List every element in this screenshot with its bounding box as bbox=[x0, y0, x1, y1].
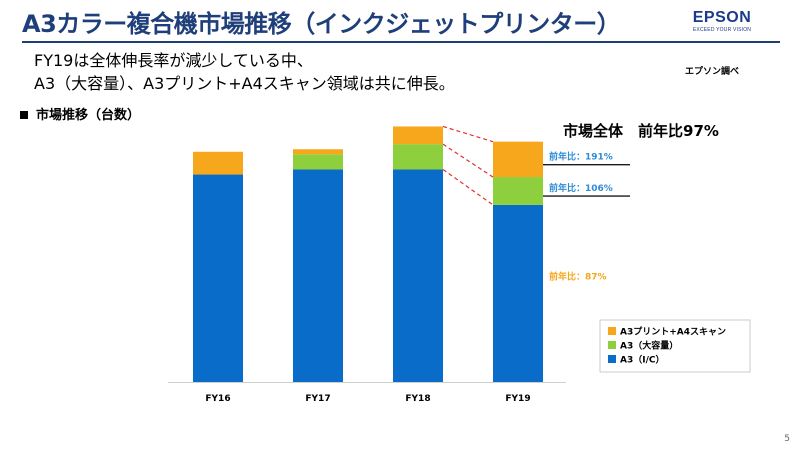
market-total-label: 市場全体 前年比97% bbox=[563, 122, 719, 140]
annotation-series-1: 前年比：87% bbox=[549, 270, 607, 282]
page-number: 5 bbox=[784, 434, 790, 444]
x-tick-label-fy18: FY18 bbox=[405, 394, 430, 404]
legend-label-series-2: A3（大容量） bbox=[620, 340, 678, 352]
bar-fy18-series-3 bbox=[393, 126, 443, 145]
legend-label-series-1: A3（I/C） bbox=[620, 355, 664, 366]
subtitle: FY19は全体伸長率が減少している中、 A3（大容量）、A3プリント+A4スキャ… bbox=[34, 49, 455, 95]
section-label: 市場推移（台数） bbox=[36, 108, 141, 123]
x-tick-label-fy19: FY19 bbox=[505, 394, 530, 404]
bar-fy17-series-1 bbox=[293, 169, 343, 382]
legend-swatch-series-3 bbox=[608, 327, 616, 335]
bar-fy19-series-3 bbox=[493, 141, 543, 178]
legend-swatch-series-2 bbox=[608, 341, 616, 349]
legend-label-series-3: A3プリント+A4スキャン bbox=[620, 326, 726, 338]
bar-fy16-series-1 bbox=[193, 174, 243, 382]
connector-line-series-3 bbox=[442, 125, 494, 143]
bar-fy19-series-1 bbox=[493, 204, 543, 382]
bar-fy17-series-2 bbox=[293, 154, 343, 170]
logo-tagline: EXCEED YOUR VISION bbox=[692, 27, 752, 33]
legend-swatch-series-1 bbox=[608, 355, 616, 363]
bar-fy16-series-3 bbox=[193, 151, 243, 175]
connector-line-series-1 bbox=[442, 168, 494, 206]
bullet-square-icon bbox=[20, 110, 28, 119]
legend-box bbox=[599, 319, 751, 373]
x-tick-label-fy17: FY17 bbox=[305, 394, 330, 404]
bar-fy19-series-2 bbox=[493, 177, 543, 205]
source-note: エプソン調べ bbox=[685, 67, 740, 77]
section-heading: 市場推移（台数） bbox=[20, 104, 140, 123]
title-divider bbox=[22, 41, 780, 43]
logo-wordmark: EPSON bbox=[692, 9, 752, 26]
page-title: A3カラー複合機市場推移（インクジェットプリンター） bbox=[22, 10, 621, 38]
bar-fy18-series-1 bbox=[393, 169, 443, 382]
bar-fy17-series-3 bbox=[293, 149, 343, 155]
subtitle-line-1: FY19は全体伸長率が減少している中、 bbox=[34, 51, 313, 70]
annotation-series-2: 前年比：106% bbox=[549, 182, 613, 194]
epson-logo: EPSON EXCEED YOUR VISION bbox=[684, 9, 760, 34]
annotation-series-3: 前年比：191% bbox=[549, 151, 613, 163]
bar-fy18-series-2 bbox=[393, 144, 443, 170]
connector-line-series-2 bbox=[442, 143, 494, 178]
subtitle-line-2: A3（大容量）、A3プリント+A4スキャン領域は共に伸長。 bbox=[34, 74, 455, 93]
x-tick-label-fy16: FY16 bbox=[205, 394, 230, 404]
